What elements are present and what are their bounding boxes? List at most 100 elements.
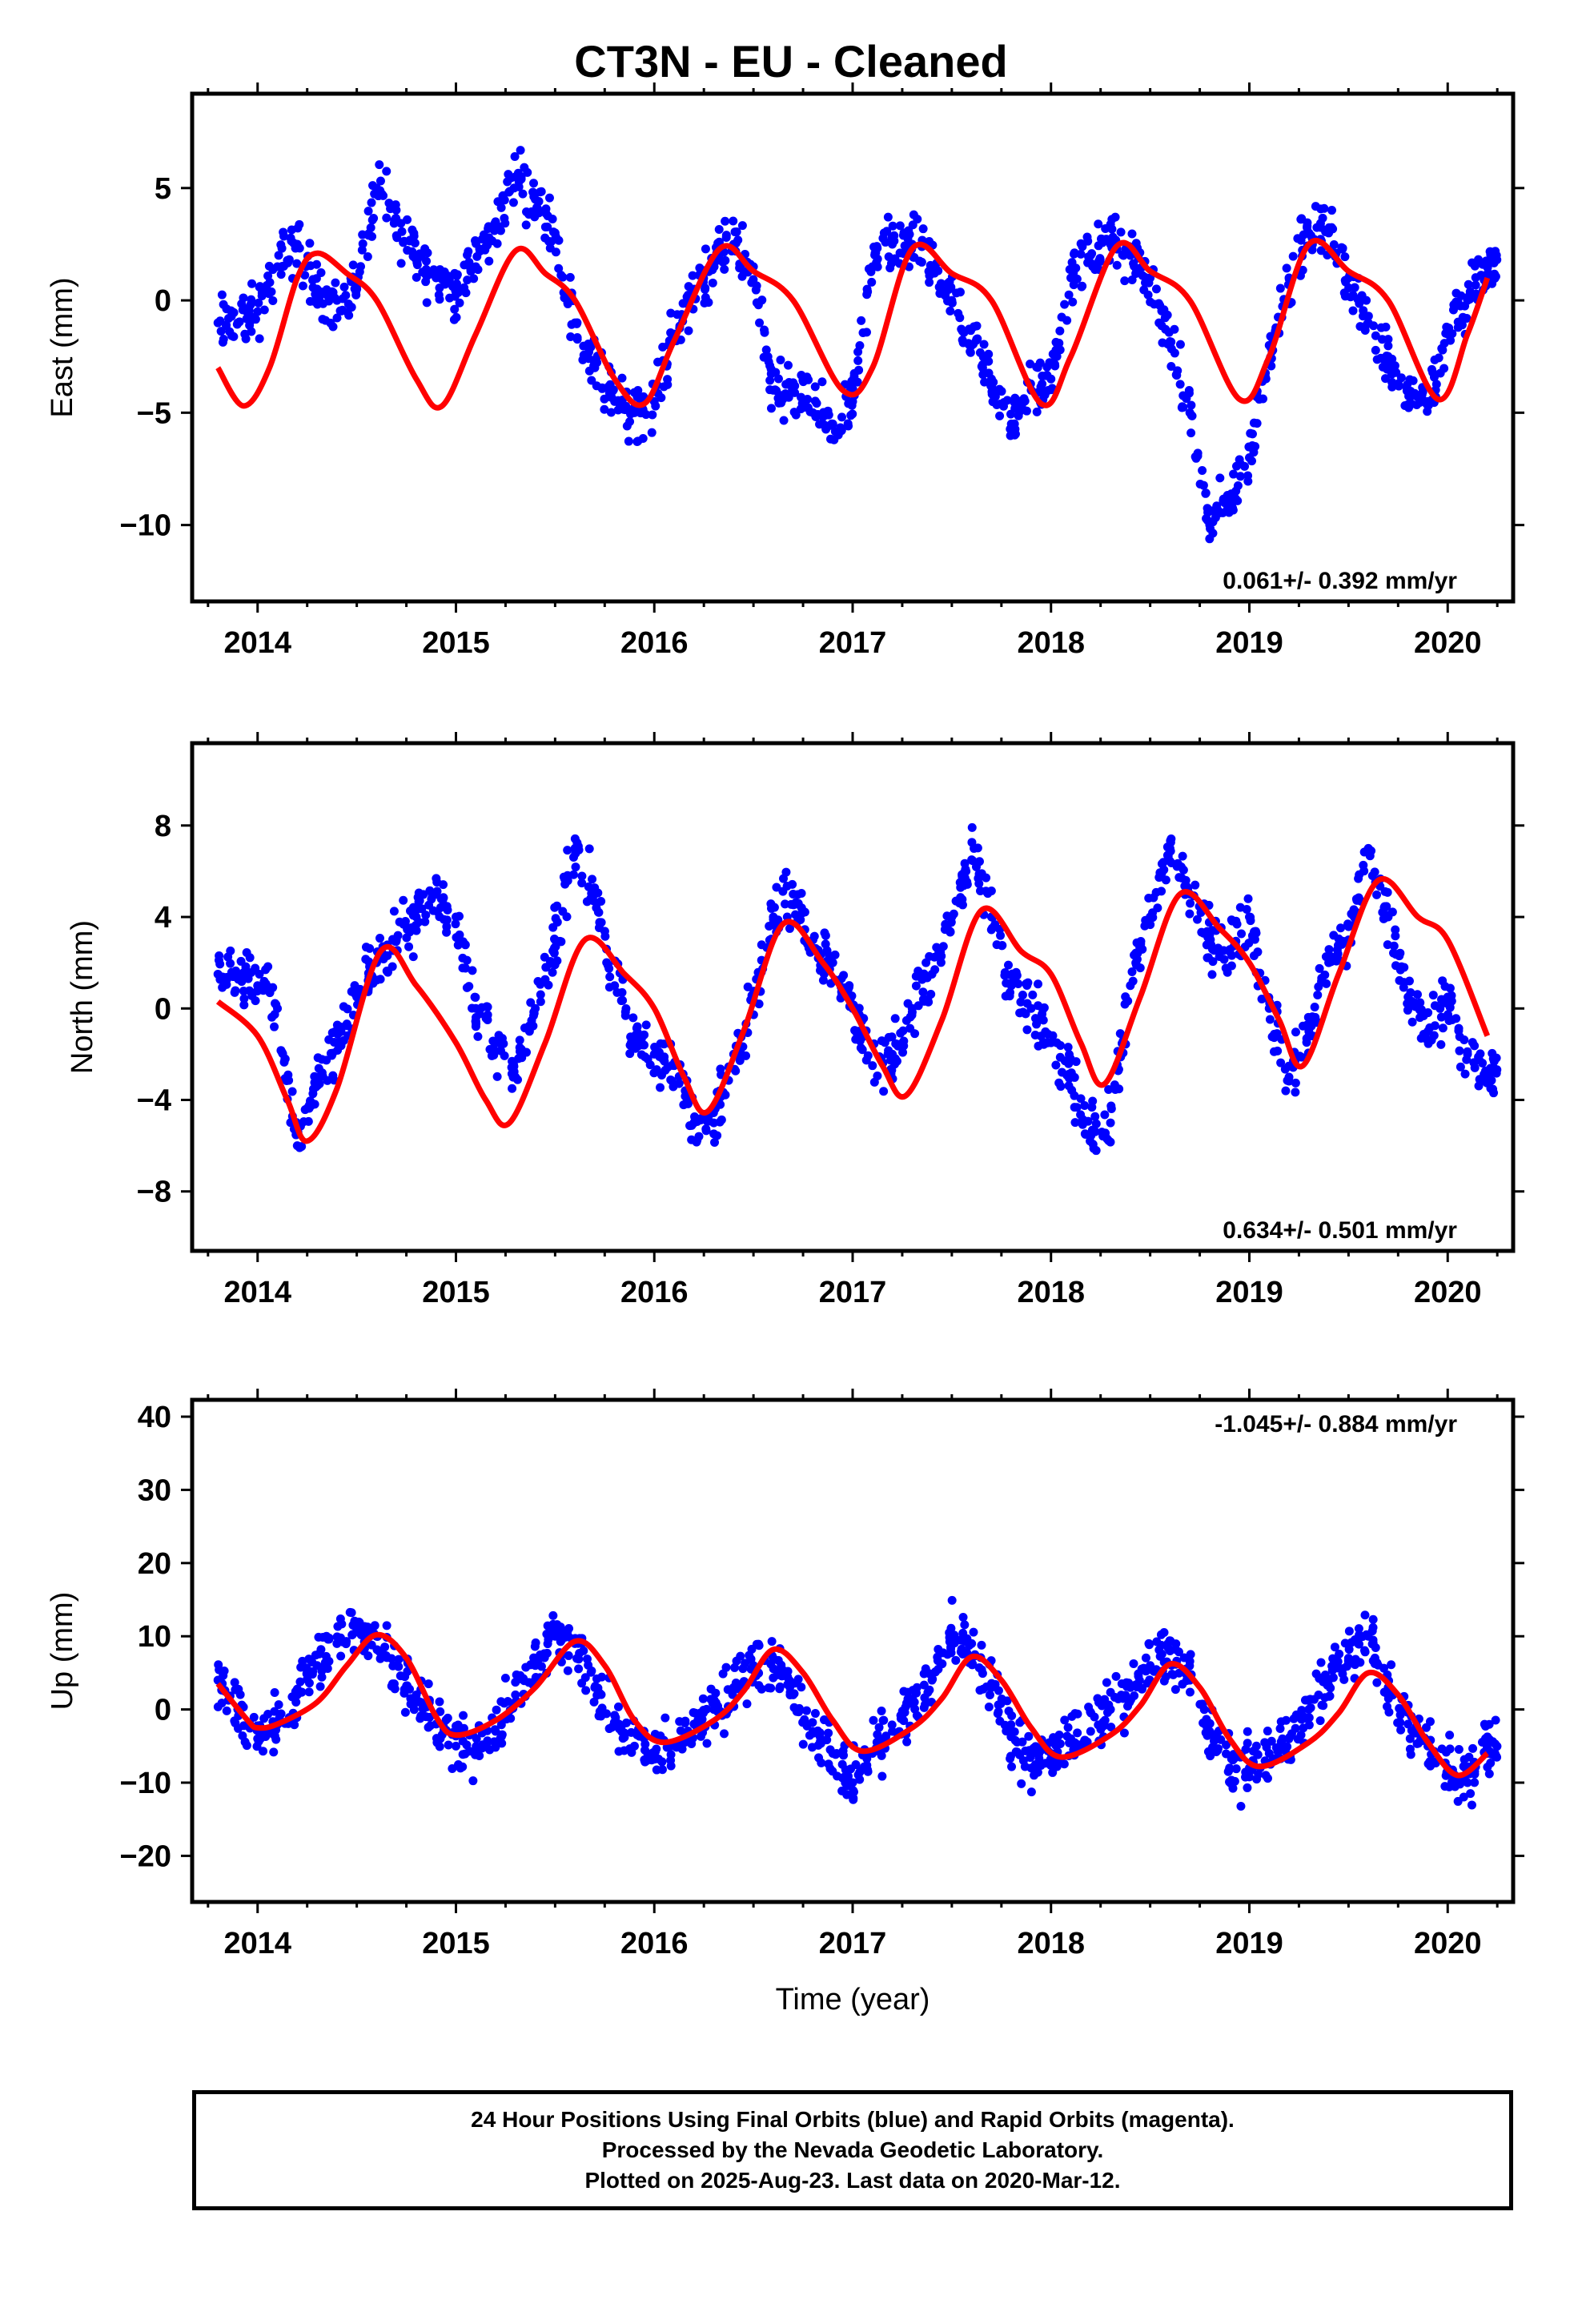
observation-point	[1233, 496, 1243, 505]
observation-point	[367, 215, 377, 225]
observation-point	[731, 1679, 741, 1688]
observation-point	[520, 163, 529, 172]
observation-point	[797, 1683, 806, 1692]
observation-point	[760, 328, 769, 337]
observation-point	[653, 1754, 663, 1763]
observation-point	[298, 281, 307, 291]
x-tick-label: 2015	[422, 1276, 490, 1309]
observation-point	[1093, 1694, 1102, 1703]
observation-point	[496, 203, 506, 212]
observation-point	[651, 401, 661, 411]
observation-point	[1415, 998, 1425, 1007]
observation-point	[317, 1672, 327, 1682]
observation-point	[1435, 1003, 1445, 1013]
observation-point	[400, 1707, 410, 1717]
observation-point	[544, 193, 554, 203]
observation-point	[990, 922, 999, 931]
observation-point	[456, 1763, 465, 1773]
observation-point	[327, 1051, 336, 1060]
observation-point	[1454, 1026, 1464, 1035]
observation-point	[1041, 1027, 1050, 1036]
observation-point	[958, 1628, 968, 1638]
observation-point	[249, 1712, 259, 1722]
observation-point	[1215, 473, 1225, 483]
observation-point	[472, 1742, 481, 1751]
footer-line-3: Plotted on 2025-Aug-23. Last data on 202…	[584, 2168, 1121, 2193]
observation-point	[1370, 867, 1379, 877]
observation-point	[961, 864, 970, 874]
y-axis-title: North (mm)	[66, 920, 99, 1074]
observation-point	[1333, 949, 1343, 959]
observation-point	[632, 1028, 642, 1038]
observation-point	[424, 1723, 433, 1732]
observation-point	[263, 962, 273, 971]
observation-point	[1438, 1023, 1447, 1033]
observation-point	[994, 1707, 1003, 1717]
observation-point	[735, 263, 745, 273]
observation-point	[830, 950, 840, 959]
observation-point	[435, 295, 444, 304]
observation-point	[493, 221, 503, 231]
observation-point	[677, 1744, 687, 1754]
observation-point	[442, 927, 452, 937]
observation-point	[1372, 1678, 1382, 1687]
observation-point	[1145, 1640, 1154, 1650]
observation-point	[1310, 1003, 1319, 1012]
observation-point	[516, 146, 525, 155]
observation-point	[404, 925, 413, 935]
observation-point	[312, 259, 322, 269]
observation-point	[343, 1004, 352, 1014]
observation-point	[268, 296, 278, 305]
observation-point	[1129, 1659, 1138, 1668]
observation-point	[1076, 249, 1086, 259]
observation-point	[1317, 1700, 1327, 1710]
observation-point	[484, 256, 494, 266]
observation-point	[610, 981, 620, 991]
observation-point	[303, 1667, 312, 1677]
observation-point	[214, 1675, 223, 1685]
observation-point	[343, 300, 353, 309]
observation-point	[783, 360, 793, 370]
observation-point	[595, 1689, 604, 1699]
observation-point	[1315, 1716, 1325, 1726]
observation-point	[341, 291, 351, 300]
observation-point	[597, 1703, 607, 1713]
observation-point	[1018, 1007, 1028, 1017]
observation-point	[512, 1670, 521, 1679]
observation-point	[492, 1072, 502, 1081]
observation-point	[1069, 280, 1078, 290]
observation-point	[1488, 1048, 1497, 1058]
observation-point	[322, 1658, 331, 1667]
observation-point	[789, 900, 798, 910]
observation-point	[797, 889, 806, 899]
observation-point	[1281, 1086, 1291, 1096]
observation-point	[767, 1637, 777, 1647]
observation-point	[992, 400, 1002, 409]
observation-point	[355, 262, 365, 271]
observation-point	[363, 252, 372, 262]
observation-point	[1453, 317, 1463, 327]
observation-point	[648, 410, 657, 420]
observation-point	[1014, 407, 1024, 416]
plot-frame	[190, 1397, 1516, 1904]
observation-point	[1355, 299, 1364, 308]
footer-line-2: Processed by the Nevada Geodetic Laborat…	[601, 2137, 1104, 2162]
observation-point	[775, 1682, 785, 1691]
observation-point	[822, 946, 832, 955]
observation-point	[1429, 372, 1439, 382]
observation-point	[1372, 355, 1382, 364]
observation-point	[1316, 204, 1326, 214]
observation-point	[1152, 1637, 1162, 1647]
observation-point	[1405, 1734, 1415, 1743]
observation-point	[772, 883, 781, 892]
observation-point	[936, 958, 946, 967]
observation-point	[1038, 1009, 1047, 1019]
observation-point	[742, 1699, 752, 1709]
observation-point	[998, 941, 1007, 951]
model-curve	[215, 238, 1491, 411]
observation-point	[849, 1793, 858, 1803]
observation-point	[696, 1731, 705, 1741]
observation-point	[475, 1751, 484, 1760]
observation-point	[695, 263, 705, 273]
observation-point	[458, 1736, 468, 1746]
